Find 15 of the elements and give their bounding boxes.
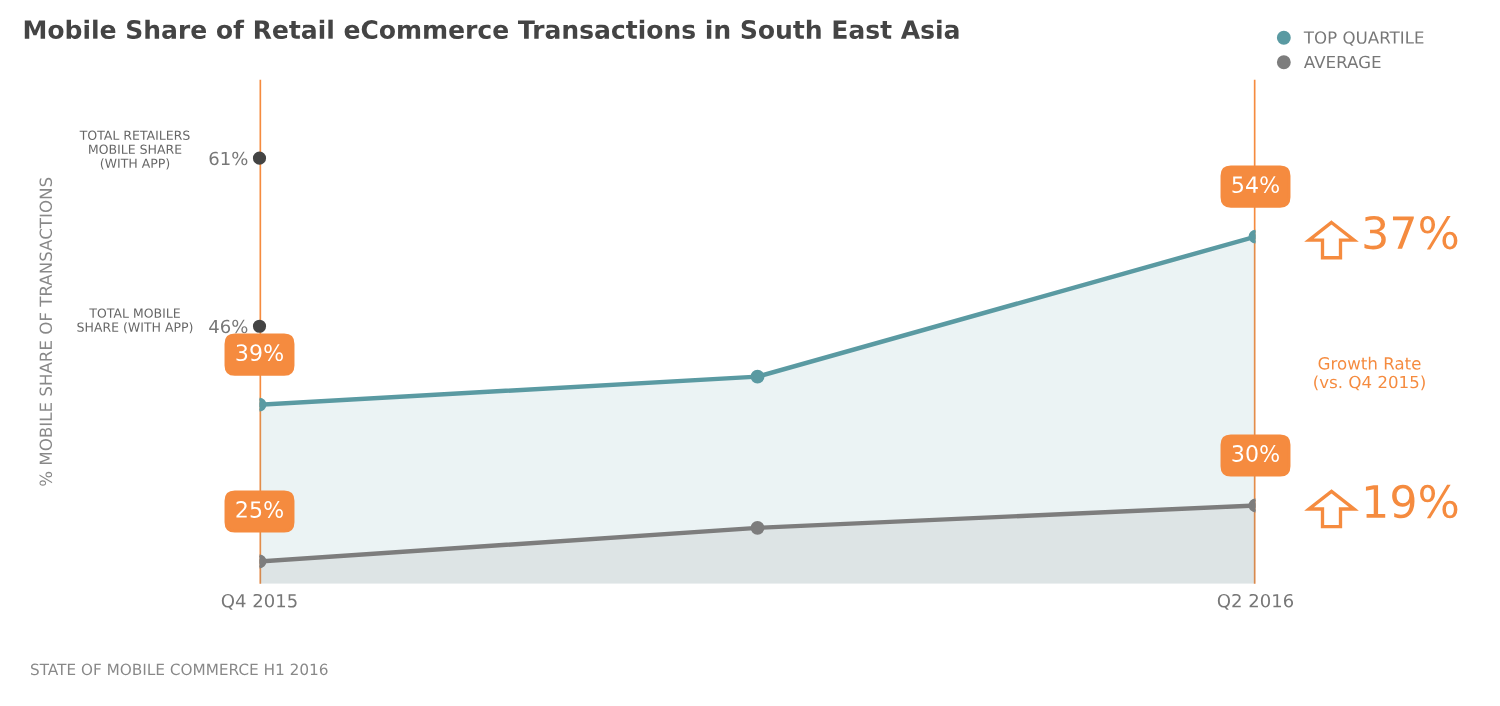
y-axis-title: % MOBILE SHARE OF TRANSACTIONS bbox=[39, 177, 53, 486]
data-label: 39% bbox=[236, 344, 283, 362]
y-tick-label: 61% bbox=[209, 151, 248, 166]
annotation: Growth Rate (vs. Q4 2015) bbox=[1314, 356, 1425, 391]
annotation: 37% bbox=[1364, 215, 1458, 250]
y-tick-label: 46% bbox=[209, 319, 248, 334]
data-label: 30% bbox=[1232, 445, 1279, 462]
legend-label: TOP QUARTILE bbox=[1303, 31, 1424, 46]
annotation: 19% bbox=[1365, 484, 1458, 519]
data-label: 54% bbox=[1232, 176, 1279, 194]
x-tick-label: Q4 2015 bbox=[221, 593, 297, 610]
legend-label: AVERAGE bbox=[1303, 55, 1381, 69]
x-tick-label: Q2 2016 bbox=[1217, 593, 1294, 610]
chart-title: Mobile Share of Retail eCommerce Transactions in South East Asia bbox=[24, 19, 959, 40]
data-label: 25% bbox=[236, 501, 283, 518]
